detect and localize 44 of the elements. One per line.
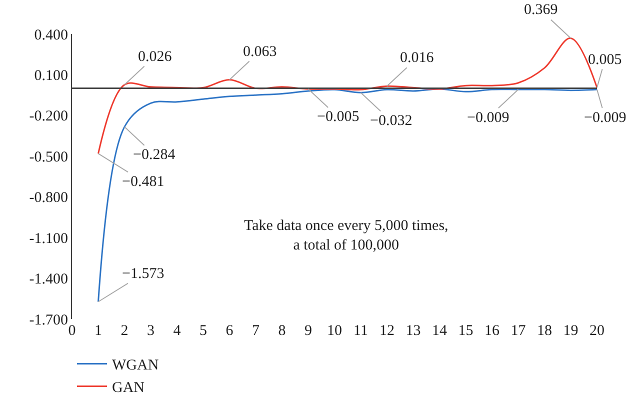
data-label: −0.009	[584, 110, 626, 126]
y-tick-label: -1.700	[29, 312, 68, 328]
x-tick-label: 13	[406, 323, 421, 339]
y-tick-label: -0.500	[29, 149, 68, 166]
y-tick-label: 0.100	[34, 68, 68, 84]
data-label: −1.573	[122, 266, 164, 282]
y-tick-label: -0.200	[29, 108, 68, 125]
x-tick-label: 17	[510, 323, 526, 339]
data-label: −0.009	[467, 110, 510, 126]
x-tick-label: 12	[380, 323, 394, 339]
data-label: 0.026	[138, 49, 172, 65]
x-tick-label: 4	[173, 323, 182, 339]
x-tick-label: 8	[278, 323, 286, 339]
data-label: −0.005	[317, 109, 360, 125]
x-tick-label: 6	[226, 323, 234, 339]
x-tick-label: 2	[120, 323, 128, 339]
data-label: 0.369	[524, 2, 558, 18]
x-tick-label: 0	[68, 323, 76, 339]
x-tick-label: 10	[327, 323, 342, 339]
x-tick-label: 3	[147, 323, 154, 339]
x-tick-label: 18	[537, 323, 552, 339]
x-tick-label: 9	[304, 323, 312, 339]
data-label: 0.016	[400, 50, 434, 66]
legend-label: WGAN	[112, 358, 159, 374]
x-tick-label: 15	[458, 323, 474, 339]
y-tick-label: -1.100	[29, 230, 68, 247]
x-tick-label: 5	[200, 323, 207, 339]
data-label: −0.284	[133, 147, 176, 163]
x-tick-label: 11	[354, 323, 368, 339]
y-tick-label: -1.400	[29, 272, 68, 288]
annotation: Take data once every 5,000 times, a total of 100,000	[244, 218, 448, 254]
x-tick-label: 14	[432, 323, 448, 339]
y-tick-label: 0.400	[34, 27, 68, 44]
x-tick-label: 20	[590, 323, 604, 339]
data-label: 0.063	[243, 44, 277, 60]
data-label: −0.032	[370, 113, 412, 129]
x-tick-label: 16	[484, 323, 500, 339]
data-label: 0.005	[588, 52, 622, 68]
data-label: −0.481	[122, 174, 164, 190]
x-tick-label: 1	[94, 323, 102, 339]
x-tick-label: 7	[252, 323, 260, 339]
legend-label: GAN	[112, 380, 145, 396]
x-tick-label: 19	[563, 323, 578, 339]
y-tick-label: -0.800	[29, 190, 68, 206]
